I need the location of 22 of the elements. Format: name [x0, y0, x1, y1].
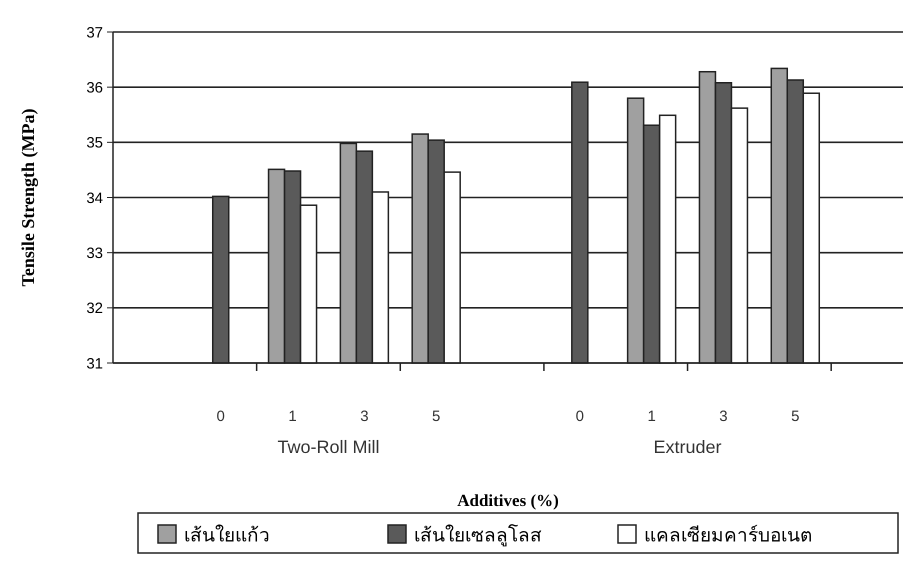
x-tick-label: 3 [719, 408, 728, 425]
x-tick-label: 5 [432, 408, 440, 425]
y-tick-label: 33 [86, 244, 103, 262]
y-tick-label: 31 [86, 355, 103, 372]
y-tick-label: 35 [86, 134, 103, 152]
y-tick-label: 34 [86, 190, 103, 207]
y-tick-label: 36 [86, 79, 103, 96]
x-tick-label: 0 [216, 408, 225, 425]
x-tick-label: 1 [647, 408, 656, 425]
legend-label: เส้นใยแก้ว [184, 524, 270, 547]
text: Two-Roll Mill [277, 437, 380, 457]
y-tick-label: 32 [86, 300, 103, 318]
y-tick-label: 37 [86, 24, 103, 42]
x-tick-label: 5 [791, 408, 800, 425]
x-tick-label: 3 [360, 408, 369, 425]
text: Extruder [654, 437, 722, 457]
x-tick-label: 0 [576, 408, 584, 425]
legend-label: เส้นใยเซลลูโลส [414, 524, 542, 547]
x-axis-title: Additives (%) [457, 491, 559, 510]
y-axis-title: Tensile Strength (MPa) [18, 108, 38, 286]
x-tick-label: 1 [288, 408, 297, 425]
legend-label: แคลเซียมคาร์บอเนต [644, 524, 812, 547]
